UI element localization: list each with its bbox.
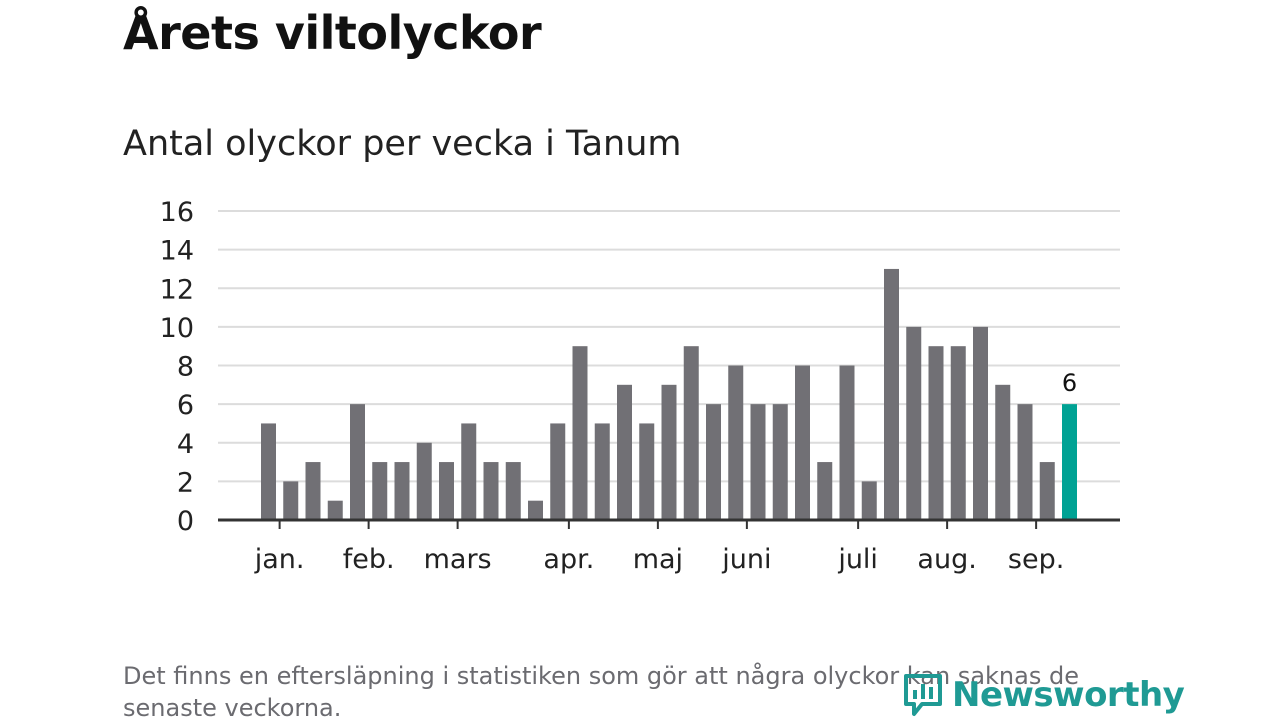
bar	[416, 442, 432, 520]
bar	[461, 423, 477, 520]
bar	[928, 346, 944, 520]
data-label: 6	[1062, 369, 1077, 397]
chart-subtitle: Antal olyckor per vecka i Tanum	[123, 124, 682, 164]
x-tick-label: feb.	[343, 544, 395, 575]
y-tick-label: 0	[177, 506, 194, 537]
newsworthy-logo-icon	[904, 674, 942, 716]
bar	[617, 384, 632, 520]
bar	[995, 384, 1011, 520]
x-tick-label: apr.	[543, 544, 594, 575]
x-tick-label: mars	[424, 544, 492, 575]
bar	[528, 500, 543, 520]
bar	[505, 462, 521, 520]
bar	[594, 423, 610, 520]
x-tick-label: jan.	[254, 544, 305, 575]
y-tick-label: 14	[160, 236, 194, 267]
bar	[639, 423, 655, 520]
logo-text: Newsworthy	[952, 675, 1185, 715]
bar	[394, 462, 410, 520]
bar	[728, 365, 744, 520]
x-tick-label: sep.	[1008, 544, 1064, 575]
bar	[772, 404, 788, 520]
bar	[750, 404, 766, 520]
bar	[439, 462, 454, 520]
newsworthy-logo: Newsworthy	[902, 672, 1185, 718]
x-tick-label: juni	[721, 544, 771, 575]
bar	[661, 384, 677, 520]
bar	[839, 365, 855, 520]
x-tick-label: juli	[837, 544, 878, 575]
bar	[706, 404, 721, 520]
bar	[350, 404, 365, 520]
bar	[817, 462, 833, 520]
bar	[795, 365, 810, 520]
bar-highlight	[1062, 404, 1077, 520]
y-tick-label: 2	[177, 467, 194, 498]
y-tick-label: 10	[160, 313, 194, 344]
y-tick-label: 4	[177, 429, 194, 460]
bar	[1017, 404, 1033, 520]
bar	[327, 500, 343, 520]
y-tick-label: 6	[177, 390, 194, 421]
bar	[906, 326, 922, 520]
x-tick-label: maj	[633, 544, 683, 575]
y-tick-label: 8	[177, 352, 194, 383]
x-tick-label: aug.	[917, 544, 976, 575]
bar	[884, 268, 899, 520]
bar	[950, 346, 966, 520]
bar	[683, 346, 699, 520]
bar	[572, 346, 588, 520]
y-tick-label: 16	[160, 197, 194, 228]
bar	[372, 462, 388, 520]
bar	[483, 462, 499, 520]
bar	[550, 423, 566, 520]
bar	[861, 481, 877, 520]
bar	[973, 326, 988, 520]
bar	[305, 462, 321, 520]
bar	[283, 481, 299, 520]
bar-chart: 0 2 4 6 8 10 12 14 16 6 jan. feb. mars apr. maj juni jul…	[160, 197, 1120, 575]
bar	[1039, 462, 1055, 520]
y-tick-label: 12	[160, 274, 194, 305]
page-title: Årets viltolyckor	[123, 6, 542, 60]
bar	[261, 423, 276, 520]
